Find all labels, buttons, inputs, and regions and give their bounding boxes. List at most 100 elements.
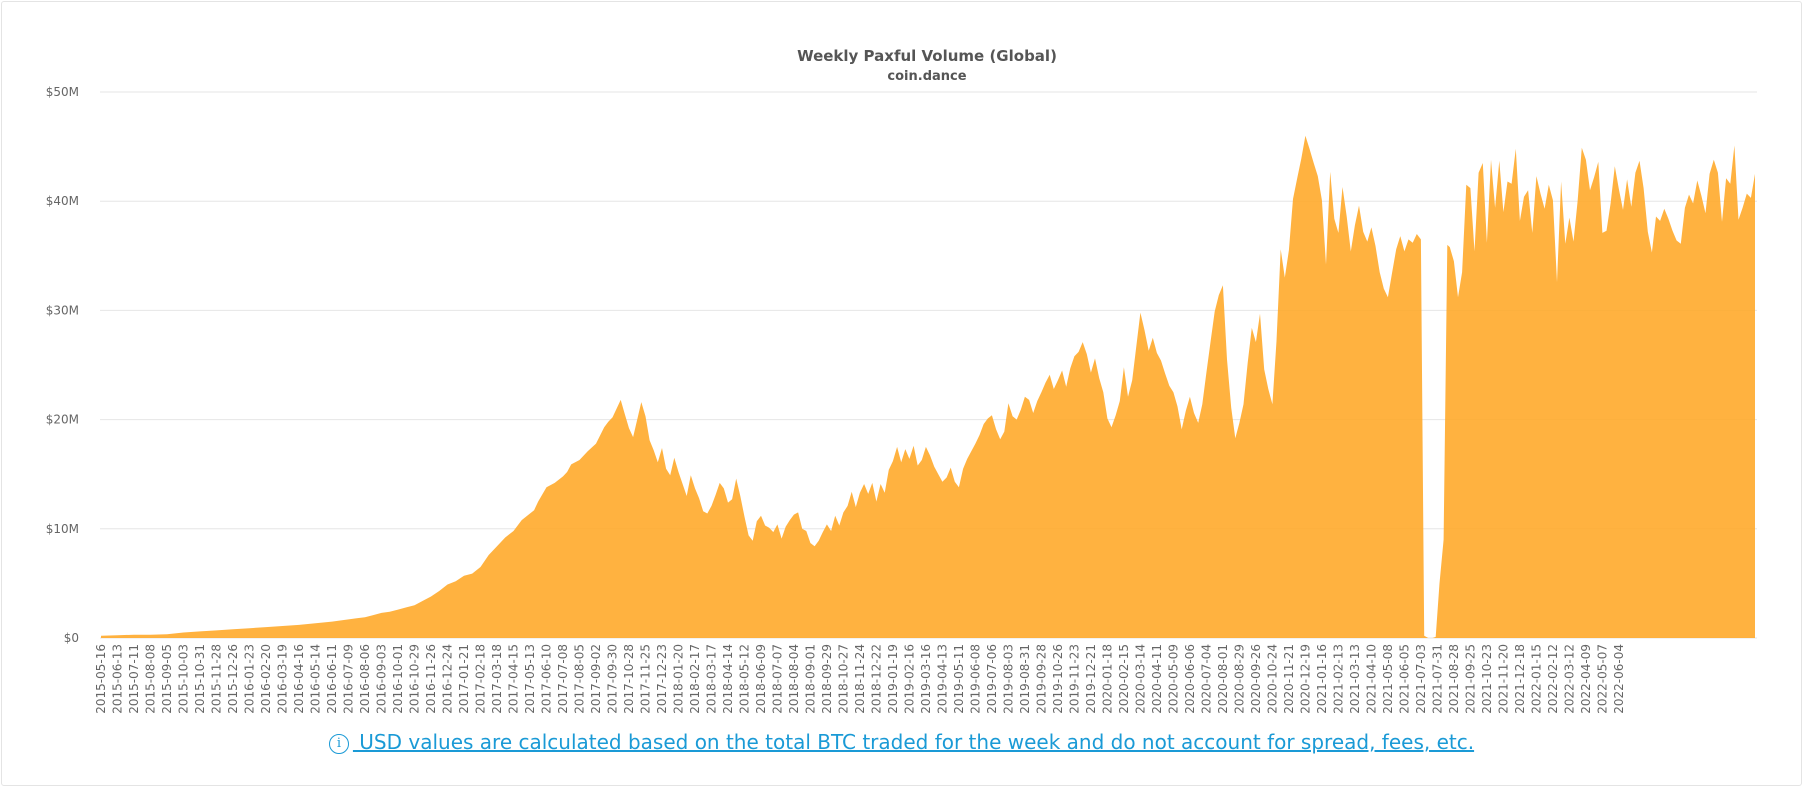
chart-subtitle: coin.dance (887, 69, 966, 84)
x-tick-label: 2021-07-31 (1430, 644, 1444, 714)
x-tick-label: 2021-02-13 (1331, 644, 1345, 714)
x-tick-label: 2019-10-26 (1051, 644, 1065, 714)
x-tick-label: 2020-05-09 (1166, 644, 1180, 714)
x-tick-label: 2017-05-13 (523, 644, 537, 714)
x-tick-label: 2021-05-08 (1381, 644, 1395, 714)
x-tick-label: 2021-01-16 (1315, 644, 1329, 714)
x-tick-label: 2020-03-14 (1133, 644, 1147, 714)
x-tick-label: 2018-01-20 (672, 644, 686, 714)
x-tick-label: 2017-06-10 (540, 644, 554, 714)
x-tick-label: 2022-01-15 (1529, 644, 1543, 714)
x-tick-label: 2017-11-25 (639, 644, 653, 714)
x-tick-label: 2021-06-05 (1397, 644, 1411, 714)
chart-title: Weekly Paxful Volume (Global) (797, 47, 1057, 65)
x-tick-label: 2016-10-29 (408, 644, 422, 714)
x-tick-label: 2016-04-16 (292, 644, 306, 714)
x-tick-label: 2019-09-28 (1034, 644, 1048, 714)
y-tick-label: $50M (46, 85, 79, 99)
y-tick-label: $20M (46, 413, 79, 427)
x-tick-label: 2021-03-13 (1348, 644, 1362, 714)
x-tick-label: 2020-08-29 (1232, 644, 1246, 714)
x-tick-label: 2018-12-22 (869, 644, 883, 714)
x-tick-label: 2018-08-04 (787, 644, 801, 714)
x-tick-label: 2021-08-28 (1447, 644, 1461, 714)
x-tick-label: 2019-11-23 (1067, 644, 1081, 714)
x-tick-label: 2022-04-09 (1579, 644, 1593, 714)
x-tick-label: 2020-08-01 (1216, 644, 1230, 714)
x-tick-label: 2016-08-06 (358, 644, 372, 714)
disclaimer-note: i USD values are calculated based on the… (0, 730, 1803, 754)
x-tick-label: 2017-08-05 (573, 644, 587, 714)
x-tick-label: 2018-02-17 (688, 644, 702, 714)
x-tick-label: 2021-04-10 (1364, 644, 1378, 714)
x-tick-label: 2016-09-03 (375, 644, 389, 714)
y-tick-label: $0 (64, 631, 79, 645)
x-tick-label: 2022-06-04 (1612, 644, 1626, 714)
y-tick-label: $30M (46, 303, 79, 317)
x-axis: 2015-05-16 2015-06-13 2015-07-11 2015-08-08… (94, 644, 1626, 714)
x-tick-label: 2016-05-14 (309, 644, 323, 714)
x-tick-label: 2015-06-13 (111, 644, 125, 714)
x-tick-label: 2020-01-18 (1100, 644, 1114, 714)
x-tick-label: 2016-01-23 (243, 644, 257, 714)
x-tick-label: 2016-07-09 (342, 644, 356, 714)
x-tick-label: 2022-05-07 (1595, 644, 1609, 714)
x-tick-label: 2021-11-20 (1496, 644, 1510, 714)
x-tick-label: 2020-07-04 (1199, 644, 1213, 714)
x-tick-label: 2017-09-02 (589, 644, 603, 714)
x-tick-label: 2015-12-26 (226, 644, 240, 714)
disclaimer-link[interactable]: i USD values are calculated based on the… (328, 730, 1474, 754)
x-tick-label: 2019-08-03 (1001, 644, 1015, 714)
x-tick-label: 2019-01-19 (886, 644, 900, 714)
y-tick-label: $40M (46, 194, 79, 208)
x-tick-label: 2017-02-18 (474, 644, 488, 714)
x-tick-label: 2019-06-08 (968, 644, 982, 714)
x-tick-label: 2015-11-28 (210, 644, 224, 714)
x-tick-label: 2020-09-26 (1249, 644, 1263, 714)
x-tick-label: 2018-06-09 (754, 644, 768, 714)
x-tick-label: 2021-07-03 (1414, 644, 1428, 714)
x-tick-label: 2020-06-06 (1183, 644, 1197, 714)
x-tick-label: 2015-09-05 (160, 644, 174, 714)
x-tick-label: 2017-07-08 (556, 644, 570, 714)
x-tick-label: 2018-03-17 (705, 644, 719, 714)
x-tick-label: 2019-03-16 (919, 644, 933, 714)
x-tick-label: 2022-03-12 (1562, 644, 1576, 714)
x-tick-label: 2017-12-23 (655, 644, 669, 714)
x-tick-label: 2015-05-16 (94, 644, 108, 714)
x-tick-label: 2018-05-12 (738, 644, 752, 714)
x-tick-label: 2018-10-27 (836, 644, 850, 714)
x-tick-label: 2020-04-11 (1150, 644, 1164, 714)
x-tick-label: 2016-11-26 (424, 644, 438, 714)
x-tick-label: 2018-07-07 (770, 644, 784, 714)
volume-area (101, 135, 1755, 638)
x-tick-label: 2019-02-16 (902, 644, 916, 714)
x-tick-label: 2020-11-21 (1282, 644, 1296, 714)
x-tick-label: 2016-06-11 (325, 644, 339, 714)
x-tick-label: 2016-10-01 (391, 644, 405, 714)
x-tick-label: 2017-01-21 (457, 644, 471, 714)
x-tick-label: 2015-07-11 (127, 644, 141, 714)
x-tick-label: 2019-04-13 (935, 644, 949, 714)
x-tick-label: 2015-10-31 (193, 644, 207, 714)
x-tick-label: 2021-09-25 (1463, 644, 1477, 714)
x-tick-label: 2022-02-12 (1546, 644, 1560, 714)
x-tick-label: 2016-12-24 (441, 644, 455, 714)
y-axis: $0 $10M $20M $30M $40M $50M (46, 85, 79, 645)
x-tick-label: 2020-10-24 (1265, 644, 1279, 714)
y-tick-label: $10M (46, 522, 79, 536)
x-tick-label: 2019-05-11 (952, 644, 966, 714)
x-tick-label: 2018-09-01 (803, 644, 817, 714)
x-tick-label: 2021-10-23 (1480, 644, 1494, 714)
x-tick-label: 2021-12-18 (1513, 644, 1527, 714)
x-tick-label: 2017-09-30 (606, 644, 620, 714)
x-tick-label: 2019-08-31 (1018, 644, 1032, 714)
x-tick-label: 2019-12-21 (1084, 644, 1098, 714)
x-tick-label: 2019-07-06 (985, 644, 999, 714)
x-tick-label: 2017-03-18 (490, 644, 504, 714)
x-tick-label: 2016-02-20 (259, 644, 273, 714)
x-tick-label: 2016-03-19 (276, 644, 290, 714)
x-tick-label: 2017-10-28 (622, 644, 636, 714)
x-tick-label: 2017-04-15 (507, 644, 521, 714)
